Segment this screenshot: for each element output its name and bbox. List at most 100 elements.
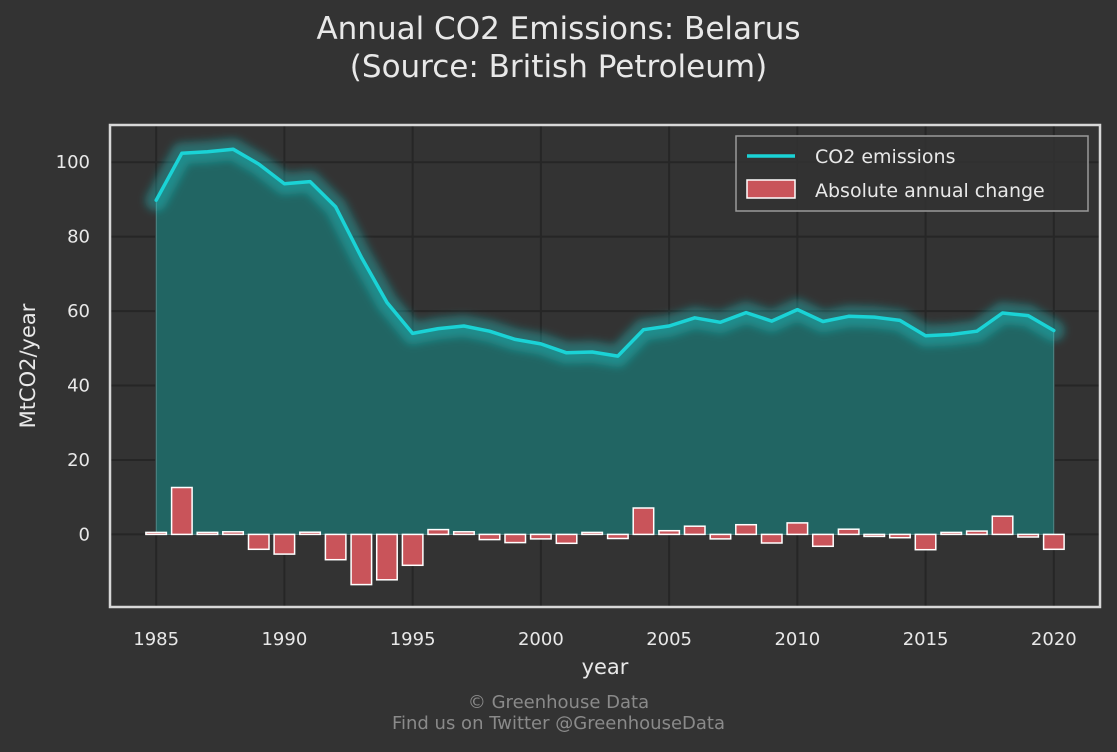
data-point — [873, 315, 876, 319]
change-bar — [991, 515, 1014, 536]
data-point — [744, 311, 748, 314]
legend[interactable]: CO2 emissions Absolute annual change — [735, 135, 1089, 212]
change-bar — [683, 525, 706, 536]
change-bar — [555, 533, 578, 545]
data-point — [385, 301, 389, 304]
data-point — [642, 328, 645, 331]
data-point — [180, 152, 183, 155]
footer: © Greenhouse Data Find us on Twitter @Gr… — [0, 692, 1117, 734]
data-point — [514, 338, 517, 341]
data-point — [334, 205, 337, 209]
chart-subtitle: (Source: British Petroleum) — [349, 49, 768, 85]
x-tick-label: 2005 — [646, 629, 692, 650]
data-point — [1001, 311, 1004, 315]
data-point — [462, 324, 466, 328]
x-tick-label: 2000 — [518, 629, 564, 650]
change-bar — [324, 533, 347, 561]
change-bar — [504, 533, 527, 544]
change-bar — [837, 528, 860, 536]
y-tick-label: 100 — [56, 152, 90, 173]
y-tick-label: 20 — [67, 450, 90, 471]
data-point — [283, 182, 286, 185]
line-series — [145, 138, 1065, 368]
chart-title-block: Annual CO2 Emissions: Belarus (Source: B… — [0, 10, 1117, 86]
change-bar — [375, 533, 398, 581]
change-bar — [1017, 533, 1040, 538]
change-bar — [529, 533, 552, 540]
change-bar — [811, 533, 834, 548]
data-point — [975, 330, 979, 333]
data-point — [565, 351, 568, 354]
change-bar — [760, 533, 783, 544]
legend-bar-swatch — [746, 179, 796, 199]
x-tick-label: 2010 — [774, 629, 820, 650]
data-point — [360, 255, 363, 259]
data-point — [257, 162, 260, 166]
data-point — [308, 180, 312, 183]
change-bar — [709, 533, 732, 540]
change-bar — [478, 533, 501, 541]
x-axis-label: year — [582, 655, 629, 679]
chart-title: Annual CO2 Emissions: Belarus — [316, 11, 801, 47]
x-tick-label: 1995 — [390, 629, 436, 650]
data-point — [693, 316, 696, 319]
change-bar — [1042, 533, 1065, 551]
data-point — [1052, 329, 1056, 332]
change-bar — [299, 531, 322, 536]
change-bar — [170, 486, 193, 536]
change-bar — [247, 533, 270, 551]
axes: 1985 1990 1995 2000 2005 2010 2015 2020 0 20 40 60 8… — [16, 123, 1102, 679]
data-point — [488, 330, 491, 333]
change-bar — [222, 531, 245, 536]
change-bar — [863, 533, 886, 538]
change-bar — [888, 533, 911, 539]
y-axis-label: MtCO2/year — [16, 303, 40, 428]
legend-label-change: Absolute annual change — [815, 180, 1045, 202]
change-bar — [632, 507, 655, 536]
data-point — [796, 308, 799, 311]
change-bar — [735, 523, 758, 536]
data-point — [231, 148, 235, 151]
data-point — [821, 320, 825, 323]
change-bar — [145, 531, 168, 536]
x-tick-label: 1985 — [133, 629, 179, 650]
data-point — [437, 327, 440, 330]
x-tick-label: 2015 — [903, 629, 949, 650]
x-tick-label: 2020 — [1031, 629, 1077, 650]
legend-label-emissions: CO2 emissions — [815, 146, 955, 168]
data-point — [898, 319, 902, 322]
change-bar — [914, 533, 937, 551]
change-bar — [658, 529, 681, 536]
change-bar — [940, 531, 963, 536]
y-tick-label: 0 — [79, 524, 90, 545]
data-point — [950, 333, 953, 336]
change-bar — [427, 528, 450, 536]
y-tick-label: 80 — [67, 227, 90, 248]
data-point — [539, 342, 543, 346]
data-point — [924, 334, 927, 337]
y-tick-label: 60 — [67, 301, 90, 322]
change-bar — [273, 533, 296, 555]
footer-copyright: © Greenhouse Data — [467, 692, 650, 713]
data-point — [719, 321, 722, 324]
change-bar — [786, 522, 809, 536]
emissions-line — [154, 147, 1056, 358]
change-bar — [581, 531, 604, 536]
plot-frame — [108, 123, 1102, 609]
data-point — [1027, 314, 1030, 317]
change-bar — [350, 533, 373, 586]
footer-twitter[interactable]: Find us on Twitter @GreenhouseData — [391, 713, 726, 734]
data-point — [770, 319, 773, 323]
data-point — [155, 199, 158, 202]
data-point — [847, 315, 850, 318]
change-bar — [452, 531, 475, 536]
data-point — [206, 150, 209, 153]
y-tick-label: 40 — [67, 376, 90, 397]
bar-series — [145, 486, 1065, 586]
x-tick-label: 1990 — [261, 629, 307, 650]
change-bar — [606, 533, 629, 540]
data-point — [411, 332, 414, 335]
change-bar — [965, 530, 988, 536]
change-bar — [401, 533, 424, 567]
